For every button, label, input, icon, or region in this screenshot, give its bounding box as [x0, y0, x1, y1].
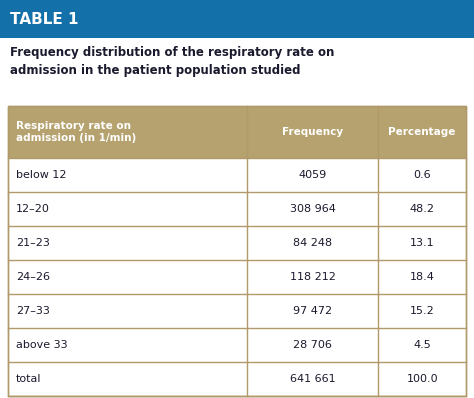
- Text: below 12: below 12: [16, 170, 66, 180]
- Text: 0.6: 0.6: [413, 170, 431, 180]
- Text: 15.2: 15.2: [410, 306, 435, 316]
- Text: 27–33: 27–33: [16, 306, 50, 316]
- Text: 308 964: 308 964: [290, 204, 336, 214]
- Text: total: total: [16, 374, 42, 384]
- Text: Frequency: Frequency: [282, 127, 343, 137]
- Text: Percentage: Percentage: [389, 127, 456, 137]
- Text: 21–23: 21–23: [16, 238, 50, 248]
- Bar: [8, 106, 466, 396]
- Text: 641 661: 641 661: [290, 374, 335, 384]
- Text: above 33: above 33: [16, 340, 68, 350]
- Text: 84 248: 84 248: [293, 238, 332, 248]
- Text: 12–20: 12–20: [16, 204, 50, 214]
- Text: TABLE 1: TABLE 1: [10, 12, 79, 27]
- Bar: [8, 106, 466, 158]
- Text: 97 472: 97 472: [293, 306, 332, 316]
- Bar: [0, 0, 474, 38]
- Text: Respiratory rate on
admission (in 1/min): Respiratory rate on admission (in 1/min): [16, 121, 136, 143]
- Text: 4059: 4059: [299, 170, 327, 180]
- Text: 24–26: 24–26: [16, 272, 50, 282]
- Text: 100.0: 100.0: [406, 374, 438, 384]
- Text: 48.2: 48.2: [410, 204, 435, 214]
- Bar: [8, 106, 466, 396]
- Text: 4.5: 4.5: [413, 340, 431, 350]
- Text: 28 706: 28 706: [293, 340, 332, 350]
- Text: 13.1: 13.1: [410, 238, 435, 248]
- Text: 18.4: 18.4: [410, 272, 435, 282]
- Text: 118 212: 118 212: [290, 272, 336, 282]
- Text: Frequency distribution of the respiratory rate on
admission in the patient popul: Frequency distribution of the respirator…: [10, 46, 334, 77]
